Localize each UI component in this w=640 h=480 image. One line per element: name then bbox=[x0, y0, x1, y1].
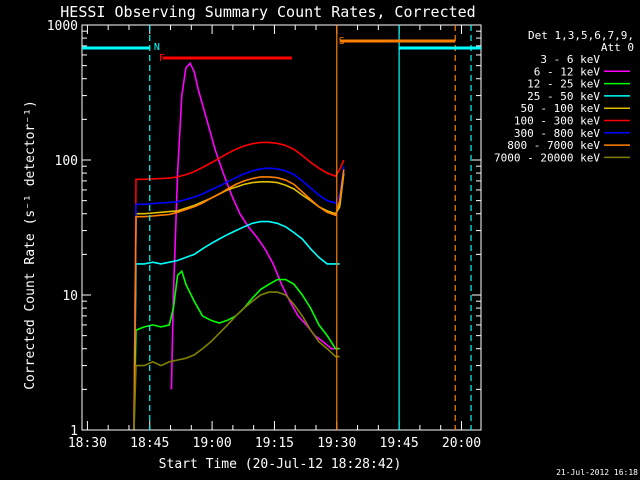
series-line-100-300-kev bbox=[133, 141, 345, 430]
y-tick-label: 1000 bbox=[47, 19, 78, 34]
legend-entry-label: 100 - 300 keV bbox=[514, 115, 600, 128]
x-tick-label: 19:15 bbox=[255, 436, 294, 451]
y-axis-label: Corrected Count Rate (s⁻¹ detector⁻¹) bbox=[23, 100, 38, 390]
legend-entry-label: 25 - 50 keV bbox=[527, 90, 600, 103]
chart-title: HESSI Observing Summary Count Rates, Cor… bbox=[60, 3, 475, 21]
x-tick-label: 19:30 bbox=[317, 436, 356, 451]
x-tick-label: 18:30 bbox=[68, 436, 107, 451]
series-line-12-25-kev bbox=[133, 269, 340, 430]
x-tick-label: 20:00 bbox=[442, 436, 481, 451]
legend-entry-label: 6 - 12 keV bbox=[534, 65, 601, 78]
series-line-25-50-kev bbox=[133, 220, 340, 430]
x-axis-label: Start Time (20-Jul-12 18:28:42) bbox=[159, 457, 402, 472]
series-line-800-7000-kev bbox=[133, 169, 345, 430]
y-tick-label: 10 bbox=[62, 289, 78, 304]
y-tick-label: 1 bbox=[70, 424, 78, 439]
x-tick-label: 19:00 bbox=[193, 436, 232, 451]
legend-entry-label: 300 - 800 keV bbox=[514, 127, 600, 140]
footer-date: 21-Jul-2012 16:18 bbox=[556, 468, 638, 477]
series-line-7000-20000-kev bbox=[133, 291, 340, 430]
annotations: NF S bbox=[82, 25, 481, 430]
flag-label: S bbox=[339, 36, 345, 47]
plot-frame bbox=[81, 24, 482, 431]
y-tick-label: 100 bbox=[55, 154, 78, 169]
series-line-6-12-kev bbox=[170, 61, 340, 390]
legend-header-line-2: Att 0 bbox=[601, 41, 634, 54]
series-line-300-800-kev bbox=[133, 166, 345, 430]
legend-entry-label: 12 - 25 keV bbox=[527, 78, 600, 91]
legend-entry-label: 3 - 6 keV bbox=[540, 53, 600, 66]
flag-label: N bbox=[154, 42, 160, 53]
flag-label: F bbox=[159, 53, 165, 64]
legend-entry-label: 800 - 7000 keV bbox=[507, 139, 600, 152]
x-tick-label: 18:45 bbox=[130, 436, 169, 451]
x-tick-label: 19:45 bbox=[380, 436, 419, 451]
legend-entry-label: 50 - 100 keV bbox=[521, 102, 601, 115]
axes: 1 10 100 1000 18:30 18:45 19:00 19:15 19:30 19:45… bbox=[47, 19, 481, 451]
legend-header-line-1: Det 1,3,5,6,7,9, bbox=[528, 29, 634, 42]
plot-area bbox=[133, 61, 345, 430]
legend-entry-label: 7000 - 20000 keV bbox=[494, 151, 600, 164]
